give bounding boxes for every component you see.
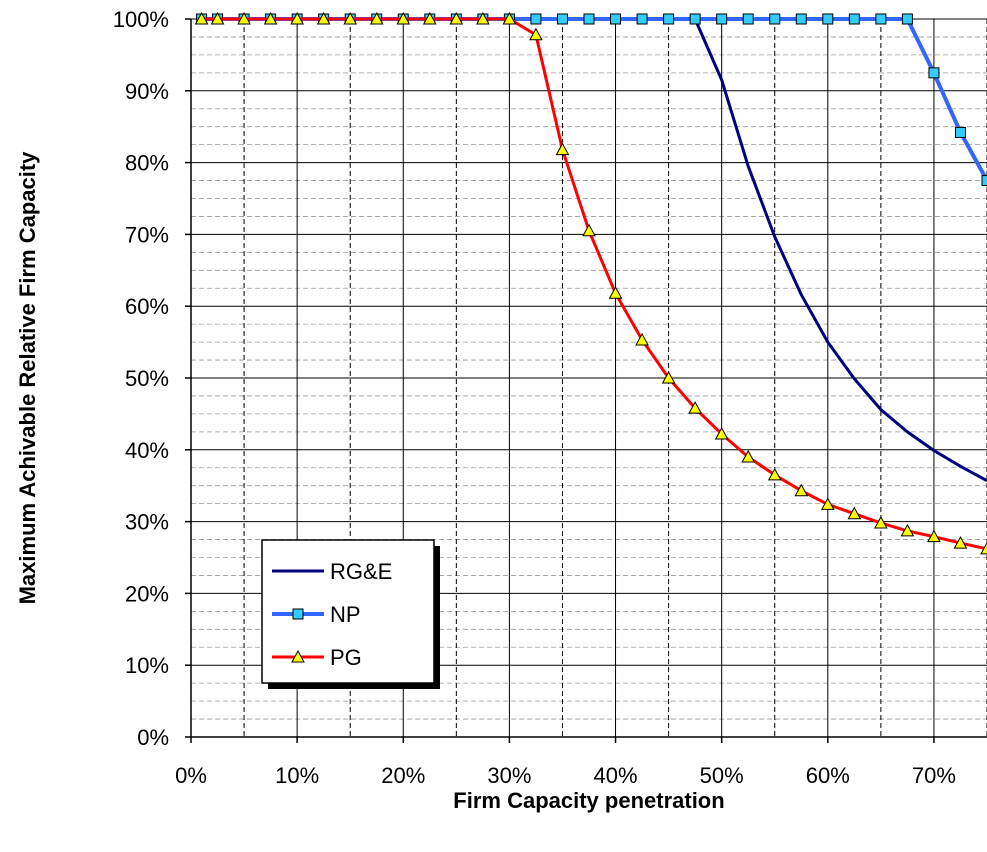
series-pg (194, 11, 987, 555)
data-point (661, 370, 676, 384)
data-point (981, 175, 987, 187)
y-tick-label: 60% (125, 294, 169, 319)
x-tick-label: 60% (806, 763, 850, 788)
x-tick-label: 40% (594, 763, 638, 788)
legend-label: RG&E (330, 559, 392, 584)
data-point (608, 286, 623, 299)
y-tick-label: 40% (125, 438, 169, 463)
data-point (900, 523, 915, 537)
data-point (210, 11, 225, 25)
data-point (502, 11, 517, 25)
legend-items: RG&E NP PG (272, 559, 392, 670)
data-point (476, 11, 490, 25)
legend-label: PG (330, 645, 362, 670)
data-point (741, 449, 756, 463)
data-point (820, 497, 835, 510)
y-tick-label: 10% (125, 653, 169, 678)
data-point (449, 11, 464, 25)
y-tick-labels: 0% 10% 20% 30% 40% 50% 60% 70% 80% 90% 100% (113, 7, 191, 750)
data-point (291, 649, 305, 663)
data-point (716, 13, 728, 25)
data-point (688, 401, 702, 414)
data-point (875, 13, 887, 25)
data-point (583, 13, 595, 25)
data-point (848, 13, 860, 25)
data-point (529, 27, 543, 41)
legend-label: NP (330, 602, 361, 627)
legend-entry: PG (272, 645, 362, 670)
data-point (742, 13, 754, 25)
data-point (316, 11, 331, 25)
data-point (794, 483, 809, 497)
data-point (663, 13, 675, 25)
data-point (292, 608, 304, 620)
data-point (901, 13, 913, 25)
x-tick-label: 0% (175, 763, 207, 788)
legend-entry: RG&E (272, 559, 392, 584)
legend-entry: NP (272, 602, 361, 627)
x-tick-label: 10% (275, 763, 319, 788)
y-tick-label: 100% (113, 7, 169, 32)
data-point (555, 142, 570, 156)
y-tick-label: 0% (137, 725, 169, 750)
data-point (530, 13, 542, 25)
data-point (874, 515, 888, 529)
data-point (263, 11, 278, 25)
data-point (194, 11, 209, 25)
data-point (556, 13, 568, 25)
y-axis-title: Maximum Achivable Relative Firm Capacity (15, 151, 40, 605)
data-point (980, 541, 987, 555)
data-point (767, 467, 782, 481)
legend: RG&E NP PG (261, 539, 440, 689)
data-point (689, 13, 701, 25)
data-point (635, 332, 649, 346)
legend-box (261, 539, 435, 684)
data-point (954, 126, 966, 138)
data-point (927, 529, 941, 543)
y-tick-label: 50% (125, 366, 169, 391)
y-tick-label: 20% (125, 581, 169, 606)
data-point (343, 11, 358, 25)
x-tick-label: 50% (700, 763, 744, 788)
data-point (953, 536, 968, 549)
data-point (422, 11, 437, 25)
data-point (769, 13, 781, 25)
data-point (714, 426, 729, 440)
data-point (582, 223, 596, 237)
y-tick-label: 70% (125, 222, 169, 247)
data-point (610, 13, 622, 25)
x-tick-label: 20% (381, 763, 425, 788)
series-group (194, 11, 987, 555)
x-tick-label: 70% (912, 763, 956, 788)
data-point (369, 11, 384, 25)
y-tick-label: 30% (125, 510, 169, 535)
x-tick-label: 30% (487, 763, 531, 788)
y-tick-label: 80% (125, 151, 169, 176)
data-point (237, 11, 251, 25)
data-point (822, 13, 834, 25)
x-tick-labels: 0% 10% 20% 30% 40% 50% 60% 70% (175, 737, 956, 788)
data-point (795, 13, 807, 25)
data-point (290, 11, 304, 25)
data-point (396, 11, 411, 25)
data-point (847, 506, 862, 520)
data-point (928, 67, 940, 79)
data-point (636, 13, 648, 25)
y-tick-label: 90% (125, 79, 169, 104)
x-axis-title: Firm Capacity penetration (453, 788, 724, 813)
